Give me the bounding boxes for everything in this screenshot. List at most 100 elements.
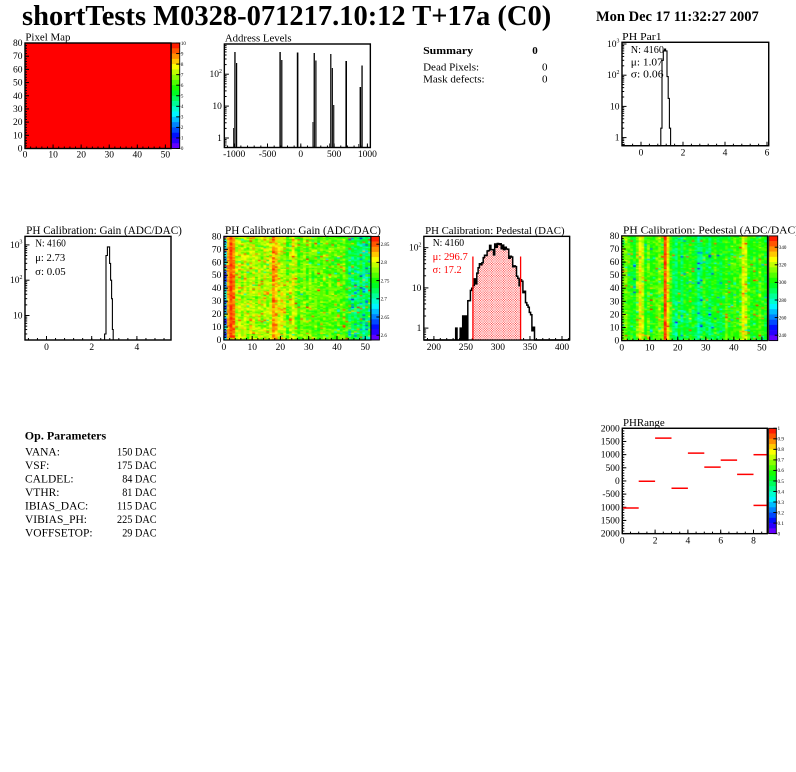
svg-text:10: 10 <box>412 284 422 294</box>
svg-text:4: 4 <box>686 537 691 547</box>
svg-text:Pixel Map: Pixel Map <box>25 33 70 44</box>
svg-text:70: 70 <box>13 52 23 62</box>
svg-text:84 DAC: 84 DAC <box>122 473 157 485</box>
svg-text:4: 4 <box>181 105 184 110</box>
svg-text:Op. Parameters: Op. Parameters <box>25 429 107 443</box>
svg-text:μ: 296.7: μ: 296.7 <box>433 252 468 263</box>
svg-text:60: 60 <box>610 258 620 268</box>
svg-text:40: 40 <box>212 284 222 294</box>
svg-text:20: 20 <box>13 118 23 128</box>
svg-text:50: 50 <box>360 343 370 353</box>
svg-text:80: 80 <box>13 39 23 49</box>
svg-text:1: 1 <box>615 134 620 144</box>
svg-text:30: 30 <box>304 343 314 353</box>
svg-text:10: 10 <box>48 150 58 160</box>
svg-text:30: 30 <box>13 105 23 115</box>
svg-text:50: 50 <box>610 271 620 281</box>
svg-text:σ: 0.05: σ: 0.05 <box>35 267 65 278</box>
svg-text:2.65: 2.65 <box>381 316 390 321</box>
svg-text:40: 40 <box>610 284 620 294</box>
svg-text:175 DAC: 175 DAC <box>117 460 157 472</box>
svg-text:20: 20 <box>76 150 86 160</box>
svg-text:2: 2 <box>653 537 658 547</box>
svg-text:0.1: 0.1 <box>778 521 785 527</box>
svg-text:0: 0 <box>298 150 303 160</box>
svg-text:N: 4160: N: 4160 <box>631 45 664 56</box>
svg-text:0: 0 <box>222 343 227 353</box>
svg-text:80: 80 <box>212 232 222 242</box>
svg-text:PH Calibration: Pedestal (ADC/: PH Calibration: Pedestal (ADC/DAC) <box>623 224 796 236</box>
svg-text:250: 250 <box>459 343 474 353</box>
svg-text:30: 30 <box>104 150 114 160</box>
svg-text:Address Levels: Address Levels <box>225 34 292 45</box>
svg-text:30: 30 <box>610 297 620 307</box>
svg-text:225 DAC: 225 DAC <box>117 514 157 526</box>
svg-text:7: 7 <box>181 73 184 78</box>
svg-text:2.6: 2.6 <box>381 334 388 339</box>
svg-text:40: 40 <box>729 344 739 354</box>
svg-text:PH Par1: PH Par1 <box>622 32 661 43</box>
svg-text:20: 20 <box>610 310 620 320</box>
svg-text:-500: -500 <box>602 490 620 500</box>
svg-text:10: 10 <box>212 102 222 112</box>
svg-text:0.5: 0.5 <box>778 479 785 485</box>
svg-text:20: 20 <box>212 310 222 320</box>
svg-text:200: 200 <box>427 343 442 353</box>
svg-text:0.9: 0.9 <box>778 437 785 443</box>
svg-text:4: 4 <box>723 149 728 159</box>
svg-text:0: 0 <box>615 477 620 487</box>
svg-text:40: 40 <box>13 92 23 102</box>
svg-text:2: 2 <box>89 343 94 353</box>
svg-text:60: 60 <box>13 65 23 75</box>
svg-text:N: 4160: N: 4160 <box>433 238 464 249</box>
svg-text:0: 0 <box>542 61 548 73</box>
svg-text:2: 2 <box>181 126 184 131</box>
svg-text:-500: -500 <box>259 150 277 160</box>
svg-text:0: 0 <box>639 149 644 159</box>
svg-text:6: 6 <box>718 537 723 547</box>
svg-text:10: 10 <box>13 131 23 141</box>
svg-text:50: 50 <box>13 79 23 89</box>
svg-text:50: 50 <box>161 150 171 160</box>
svg-text:40: 40 <box>133 150 143 160</box>
svg-text:320: 320 <box>779 264 787 269</box>
svg-text:1500: 1500 <box>601 438 620 448</box>
svg-text:0: 0 <box>23 150 28 160</box>
svg-text:1500: 1500 <box>601 516 620 526</box>
svg-text:μ: 2.73: μ: 2.73 <box>35 253 65 264</box>
svg-text:10: 10 <box>181 42 187 47</box>
svg-text:2.7: 2.7 <box>381 298 388 303</box>
svg-text:0.8: 0.8 <box>778 447 785 453</box>
svg-text:0: 0 <box>532 45 538 57</box>
svg-text:VOFFSETOP:: VOFFSETOP: <box>25 528 93 540</box>
svg-text:30: 30 <box>701 344 711 354</box>
svg-text:0.7: 0.7 <box>778 458 785 464</box>
svg-text:VSF:: VSF: <box>25 460 49 472</box>
svg-text:80: 80 <box>610 232 620 242</box>
svg-text:29 DAC: 29 DAC <box>122 528 157 540</box>
svg-text:6: 6 <box>181 84 184 89</box>
svg-text:40: 40 <box>332 343 342 353</box>
svg-text:150 DAC: 150 DAC <box>117 446 157 458</box>
svg-text:8: 8 <box>181 63 184 68</box>
svg-text:20: 20 <box>276 343 286 353</box>
svg-text:102: 102 <box>409 242 422 253</box>
svg-text:50: 50 <box>212 271 222 281</box>
svg-text:VTHR:: VTHR: <box>25 487 60 499</box>
svg-text:CALDEL:: CALDEL: <box>25 473 74 485</box>
svg-text:0: 0 <box>778 531 781 537</box>
svg-text:1: 1 <box>181 137 184 142</box>
svg-text:0.4: 0.4 <box>778 489 785 495</box>
svg-text:340: 340 <box>779 246 787 251</box>
svg-text:50: 50 <box>757 344 767 354</box>
svg-text:10: 10 <box>13 312 23 322</box>
svg-text:Dead Pixels:: Dead Pixels: <box>423 61 479 73</box>
svg-text:0.3: 0.3 <box>778 500 785 506</box>
svg-text:2.85: 2.85 <box>381 243 390 248</box>
svg-text:0: 0 <box>614 337 619 347</box>
svg-text:400: 400 <box>555 343 570 353</box>
svg-text:102: 102 <box>10 275 23 286</box>
svg-text:3: 3 <box>181 116 184 121</box>
svg-text:70: 70 <box>212 245 222 255</box>
svg-text:σ: 17.2: σ: 17.2 <box>433 265 462 276</box>
